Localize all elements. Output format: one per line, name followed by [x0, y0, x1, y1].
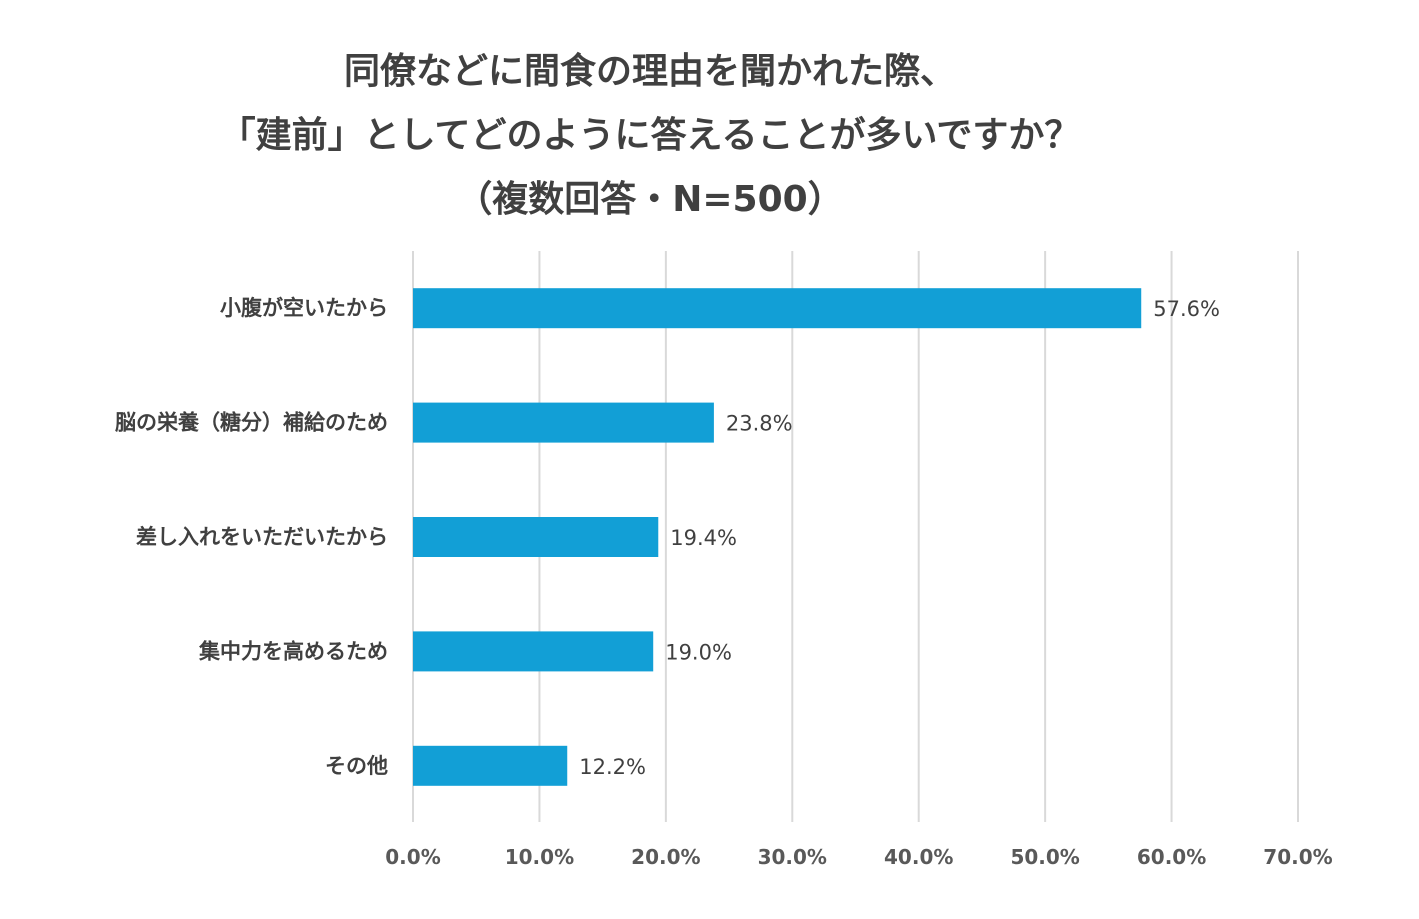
category-label: その他	[325, 754, 388, 778]
data-label: 19.0%	[665, 640, 732, 664]
x-tick-label: 30.0%	[758, 845, 827, 869]
x-tick-label: 20.0%	[631, 845, 700, 869]
x-tick-label: 40.0%	[884, 845, 953, 869]
data-label: 57.6%	[1153, 297, 1220, 321]
data-label: 19.4%	[670, 526, 737, 550]
category-label: 集中力を高めるため	[198, 639, 388, 663]
data-label: 12.2%	[579, 755, 646, 779]
chart-title-line-3: （複数回答・N=500）	[456, 179, 844, 220]
bar	[413, 517, 659, 557]
x-tick-label: 50.0%	[1010, 845, 1079, 869]
x-tick-label: 70.0%	[1263, 845, 1332, 869]
chart-title: 同僚などに間食の理由を聞かれた際、 「建前」としてどのように答えることが多いです…	[0, 40, 1300, 232]
chart-title-line-2: 「建前」としてどのように答えることが多いですか？	[219, 115, 1081, 156]
x-tick-label: 60.0%	[1137, 845, 1206, 869]
bar	[413, 402, 714, 443]
bar	[413, 288, 1142, 329]
x-tick-label: 10.0%	[505, 845, 574, 869]
chart-title-line-1: 同僚などに間食の理由を聞かれた際、	[343, 51, 956, 92]
category-label: 脳の栄養（糖分）補給のため	[115, 411, 388, 435]
bar	[413, 631, 654, 672]
category-label: 小腹が空いたから	[220, 296, 388, 320]
bar	[413, 745, 568, 786]
x-tick-label: 0.0%	[385, 845, 440, 869]
data-label: 23.8%	[726, 412, 793, 436]
category-label: 差し入れをいただいたから	[136, 525, 388, 549]
